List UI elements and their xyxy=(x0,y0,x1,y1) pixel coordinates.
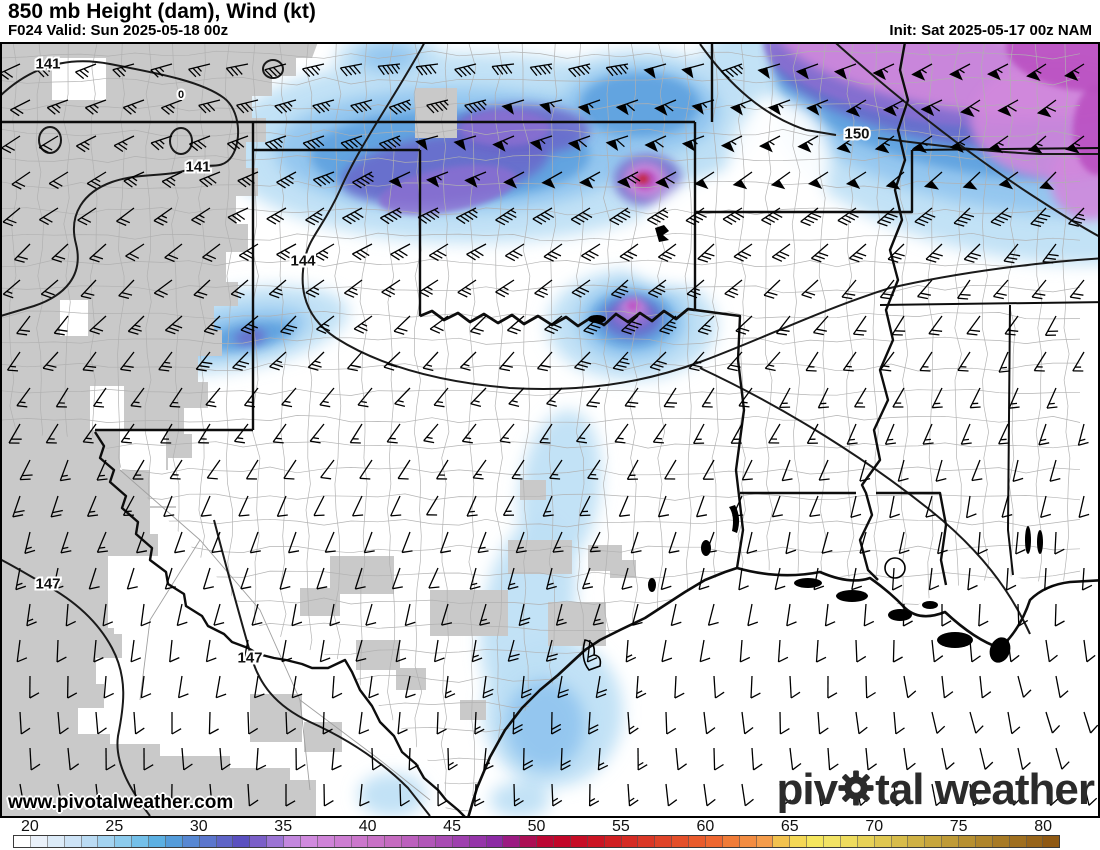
logo-text-pre: piv xyxy=(776,765,839,814)
contour-label: 141 xyxy=(185,158,210,175)
gear-icon xyxy=(838,770,874,814)
colorbar-tick: 20 xyxy=(20,818,39,835)
colorbar-tick: 65 xyxy=(780,818,799,835)
pivotal-weather-logo: piv tal weather xyxy=(776,765,1095,814)
contour-label: 147 xyxy=(237,649,262,666)
water-bodies xyxy=(582,225,1043,671)
mexico-state-lines xyxy=(119,469,431,801)
height-contours xyxy=(0,42,1100,817)
colorbar-tick: 45 xyxy=(443,818,461,835)
colorbar-cells xyxy=(13,835,1060,848)
state-borders xyxy=(0,42,1100,818)
colorbar-tick: 60 xyxy=(696,818,715,835)
colorbar-tick: 40 xyxy=(358,818,377,835)
colorbar-tick: 30 xyxy=(189,818,208,835)
colorbar-tick: 25 xyxy=(105,818,124,835)
colorbar-tick: 75 xyxy=(949,818,968,835)
map-frame xyxy=(0,42,1100,818)
contour-labels: 141 141 0 144 147 147 150 xyxy=(33,53,871,668)
contour-label: 150 xyxy=(844,125,869,142)
colorbar-tick: 55 xyxy=(612,818,630,835)
valid-time-label: F024 Valid: Sun 2025-05-18 00z xyxy=(8,22,229,39)
contour-label: 147 xyxy=(35,575,60,592)
init-time-label: Init: Sat 2025-05-17 00z NAM xyxy=(889,22,1092,39)
page-title: 850 mb Height (dam), Wind (kt) xyxy=(8,0,316,23)
wind-speed-colorbar: 20 25 30 35 40 45 50 55 60 65 70 75 80 xyxy=(0,818,1100,850)
map-canvas: 141 141 0 144 147 147 150 xyxy=(0,42,1100,818)
weather-map: 141 141 0 144 147 147 150 xyxy=(0,42,1100,818)
watermark-url: www.pivotalweather.com xyxy=(8,792,234,813)
wind-barbs xyxy=(0,63,1099,807)
colorbar-tick: 70 xyxy=(865,818,884,835)
colorbar-tick: 35 xyxy=(274,818,293,835)
colorbar-tick: 50 xyxy=(527,818,546,835)
logo-text-post: tal weather xyxy=(875,765,1095,814)
colorbar-tick: 80 xyxy=(1034,818,1053,835)
contour-label: 141 xyxy=(35,55,60,72)
contour-label: 0 xyxy=(178,89,184,101)
contour-label: 144 xyxy=(290,252,316,269)
